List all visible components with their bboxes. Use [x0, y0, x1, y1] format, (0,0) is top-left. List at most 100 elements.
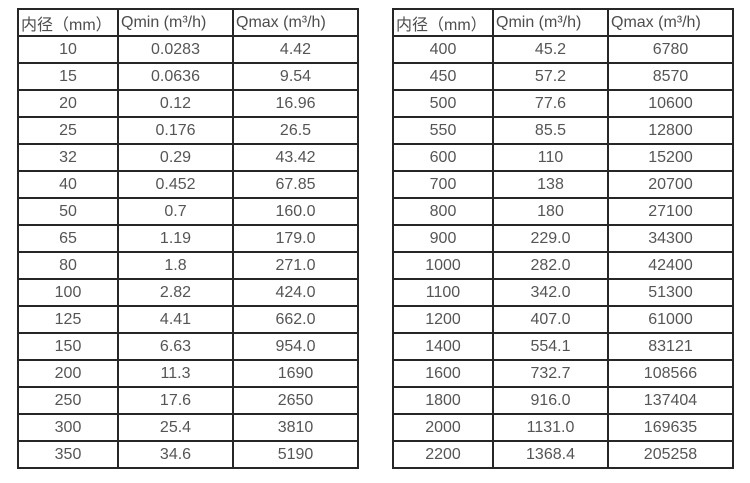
table-cell: 732.7: [492, 359, 609, 388]
table-row: 1800 916.0 137404: [392, 386, 734, 415]
table-cell: 9.54: [232, 62, 359, 91]
table-cell: 32: [17, 143, 119, 172]
table-row: 1400 554.1 83121: [392, 332, 734, 361]
table-cell: 900: [392, 224, 494, 253]
header-qmin: Qmin (m³/h): [492, 8, 609, 37]
table-row: 2200 1368.4 205258: [392, 440, 734, 469]
table-cell: 0.176: [117, 116, 234, 145]
table-cell: 16.96: [232, 89, 359, 118]
table-cell: 250: [17, 386, 119, 415]
table-cell: 137404: [607, 386, 734, 415]
table-row: 100 2.82 424.0: [17, 278, 359, 307]
table-cell: 600: [392, 143, 494, 172]
table-cell: 6780: [607, 35, 734, 64]
table-cell: 17.6: [117, 386, 234, 415]
header-qmax: Qmax (m³/h): [232, 8, 359, 37]
table-cell: 27100: [607, 197, 734, 226]
table-cell: 180: [492, 197, 609, 226]
table-row: 300 25.4 3810: [17, 413, 359, 442]
table-cell: 1690: [232, 359, 359, 388]
table-cell: 450: [392, 62, 494, 91]
table-cell: 108566: [607, 359, 734, 388]
table-row: 700 138 20700: [392, 170, 734, 199]
table-cell: 554.1: [492, 332, 609, 361]
table-cell: 500: [392, 89, 494, 118]
table-cell: 205258: [607, 440, 734, 469]
table-cell: 229.0: [492, 224, 609, 253]
header-qmin: Qmin (m³/h): [117, 8, 234, 37]
table-cell: 4.41: [117, 305, 234, 334]
table-row: 2000 1131.0 169635: [392, 413, 734, 442]
table-cell: 15: [17, 62, 119, 91]
table-cell: 160.0: [232, 197, 359, 226]
table-row: 400 45.2 6780: [392, 35, 734, 64]
table-cell: 15200: [607, 143, 734, 172]
table-cell: 10: [17, 35, 119, 64]
table-cell: 43.42: [232, 143, 359, 172]
table-cell: 34300: [607, 224, 734, 253]
table-cell: 0.0283: [117, 35, 234, 64]
table-cell: 179.0: [232, 224, 359, 253]
table-row: 1600 732.7 108566: [392, 359, 734, 388]
table-cell: 67.85: [232, 170, 359, 199]
table-row: 250 17.6 2650: [17, 386, 359, 415]
table-cell: 954.0: [232, 332, 359, 361]
table-row: 1100 342.0 51300: [392, 278, 734, 307]
table-cell: 2.82: [117, 278, 234, 307]
table-cell: 300: [17, 413, 119, 442]
table-row: 800 180 27100: [392, 197, 734, 226]
table-row: 350 34.6 5190: [17, 440, 359, 469]
table-row: 80 1.8 271.0: [17, 251, 359, 280]
table-cell: 0.0636: [117, 62, 234, 91]
table-row: 900 229.0 34300: [392, 224, 734, 253]
table-cell: 100: [17, 278, 119, 307]
table-cell: 2000: [392, 413, 494, 442]
table-row: 50 0.7 160.0: [17, 197, 359, 226]
table-cell: 20: [17, 89, 119, 118]
table-cell: 0.29: [117, 143, 234, 172]
table-row: 1200 407.0 61000: [392, 305, 734, 334]
table-cell: 1100: [392, 278, 494, 307]
table-cell: 1600: [392, 359, 494, 388]
table-cell: 1368.4: [492, 440, 609, 469]
table-cell: 4.42: [232, 35, 359, 64]
table-cell: 85.5: [492, 116, 609, 145]
table-cell: 20700: [607, 170, 734, 199]
table-cell: 916.0: [492, 386, 609, 415]
table-cell: 34.6: [117, 440, 234, 469]
table-cell: 342.0: [492, 278, 609, 307]
table-row: 1000 282.0 42400: [392, 251, 734, 280]
table-cell: 12800: [607, 116, 734, 145]
table-cell: 50: [17, 197, 119, 226]
table-cell: 2650: [232, 386, 359, 415]
table-cell: 25: [17, 116, 119, 145]
table-cell: 138: [492, 170, 609, 199]
table-cell: 83121: [607, 332, 734, 361]
table-cell: 1.19: [117, 224, 234, 253]
table-cell: 550: [392, 116, 494, 145]
table-header-row: 内径（mm） Qmin (m³/h) Qmax (m³/h): [17, 8, 359, 37]
table-cell: 0.452: [117, 170, 234, 199]
table-row: 200 11.3 1690: [17, 359, 359, 388]
table-cell: 6.63: [117, 332, 234, 361]
table-cell: 5190: [232, 440, 359, 469]
table-cell: 77.6: [492, 89, 609, 118]
table-cell: 800: [392, 197, 494, 226]
table-cell: 11.3: [117, 359, 234, 388]
table-cell: 150: [17, 332, 119, 361]
table-cell: 61000: [607, 305, 734, 334]
table-row: 25 0.176 26.5: [17, 116, 359, 145]
table-cell: 51300: [607, 278, 734, 307]
table-cell: 42400: [607, 251, 734, 280]
table-row: 550 85.5 12800: [392, 116, 734, 145]
table-cell: 282.0: [492, 251, 609, 280]
table-cell: 8570: [607, 62, 734, 91]
header-qmax: Qmax (m³/h): [607, 8, 734, 37]
table-cell: 400: [392, 35, 494, 64]
table-cell: 200: [17, 359, 119, 388]
table-row: 40 0.452 67.85: [17, 170, 359, 199]
table-cell: 2200: [392, 440, 494, 469]
table-cell: 10600: [607, 89, 734, 118]
table-cell: 125: [17, 305, 119, 334]
table-cell: 45.2: [492, 35, 609, 64]
